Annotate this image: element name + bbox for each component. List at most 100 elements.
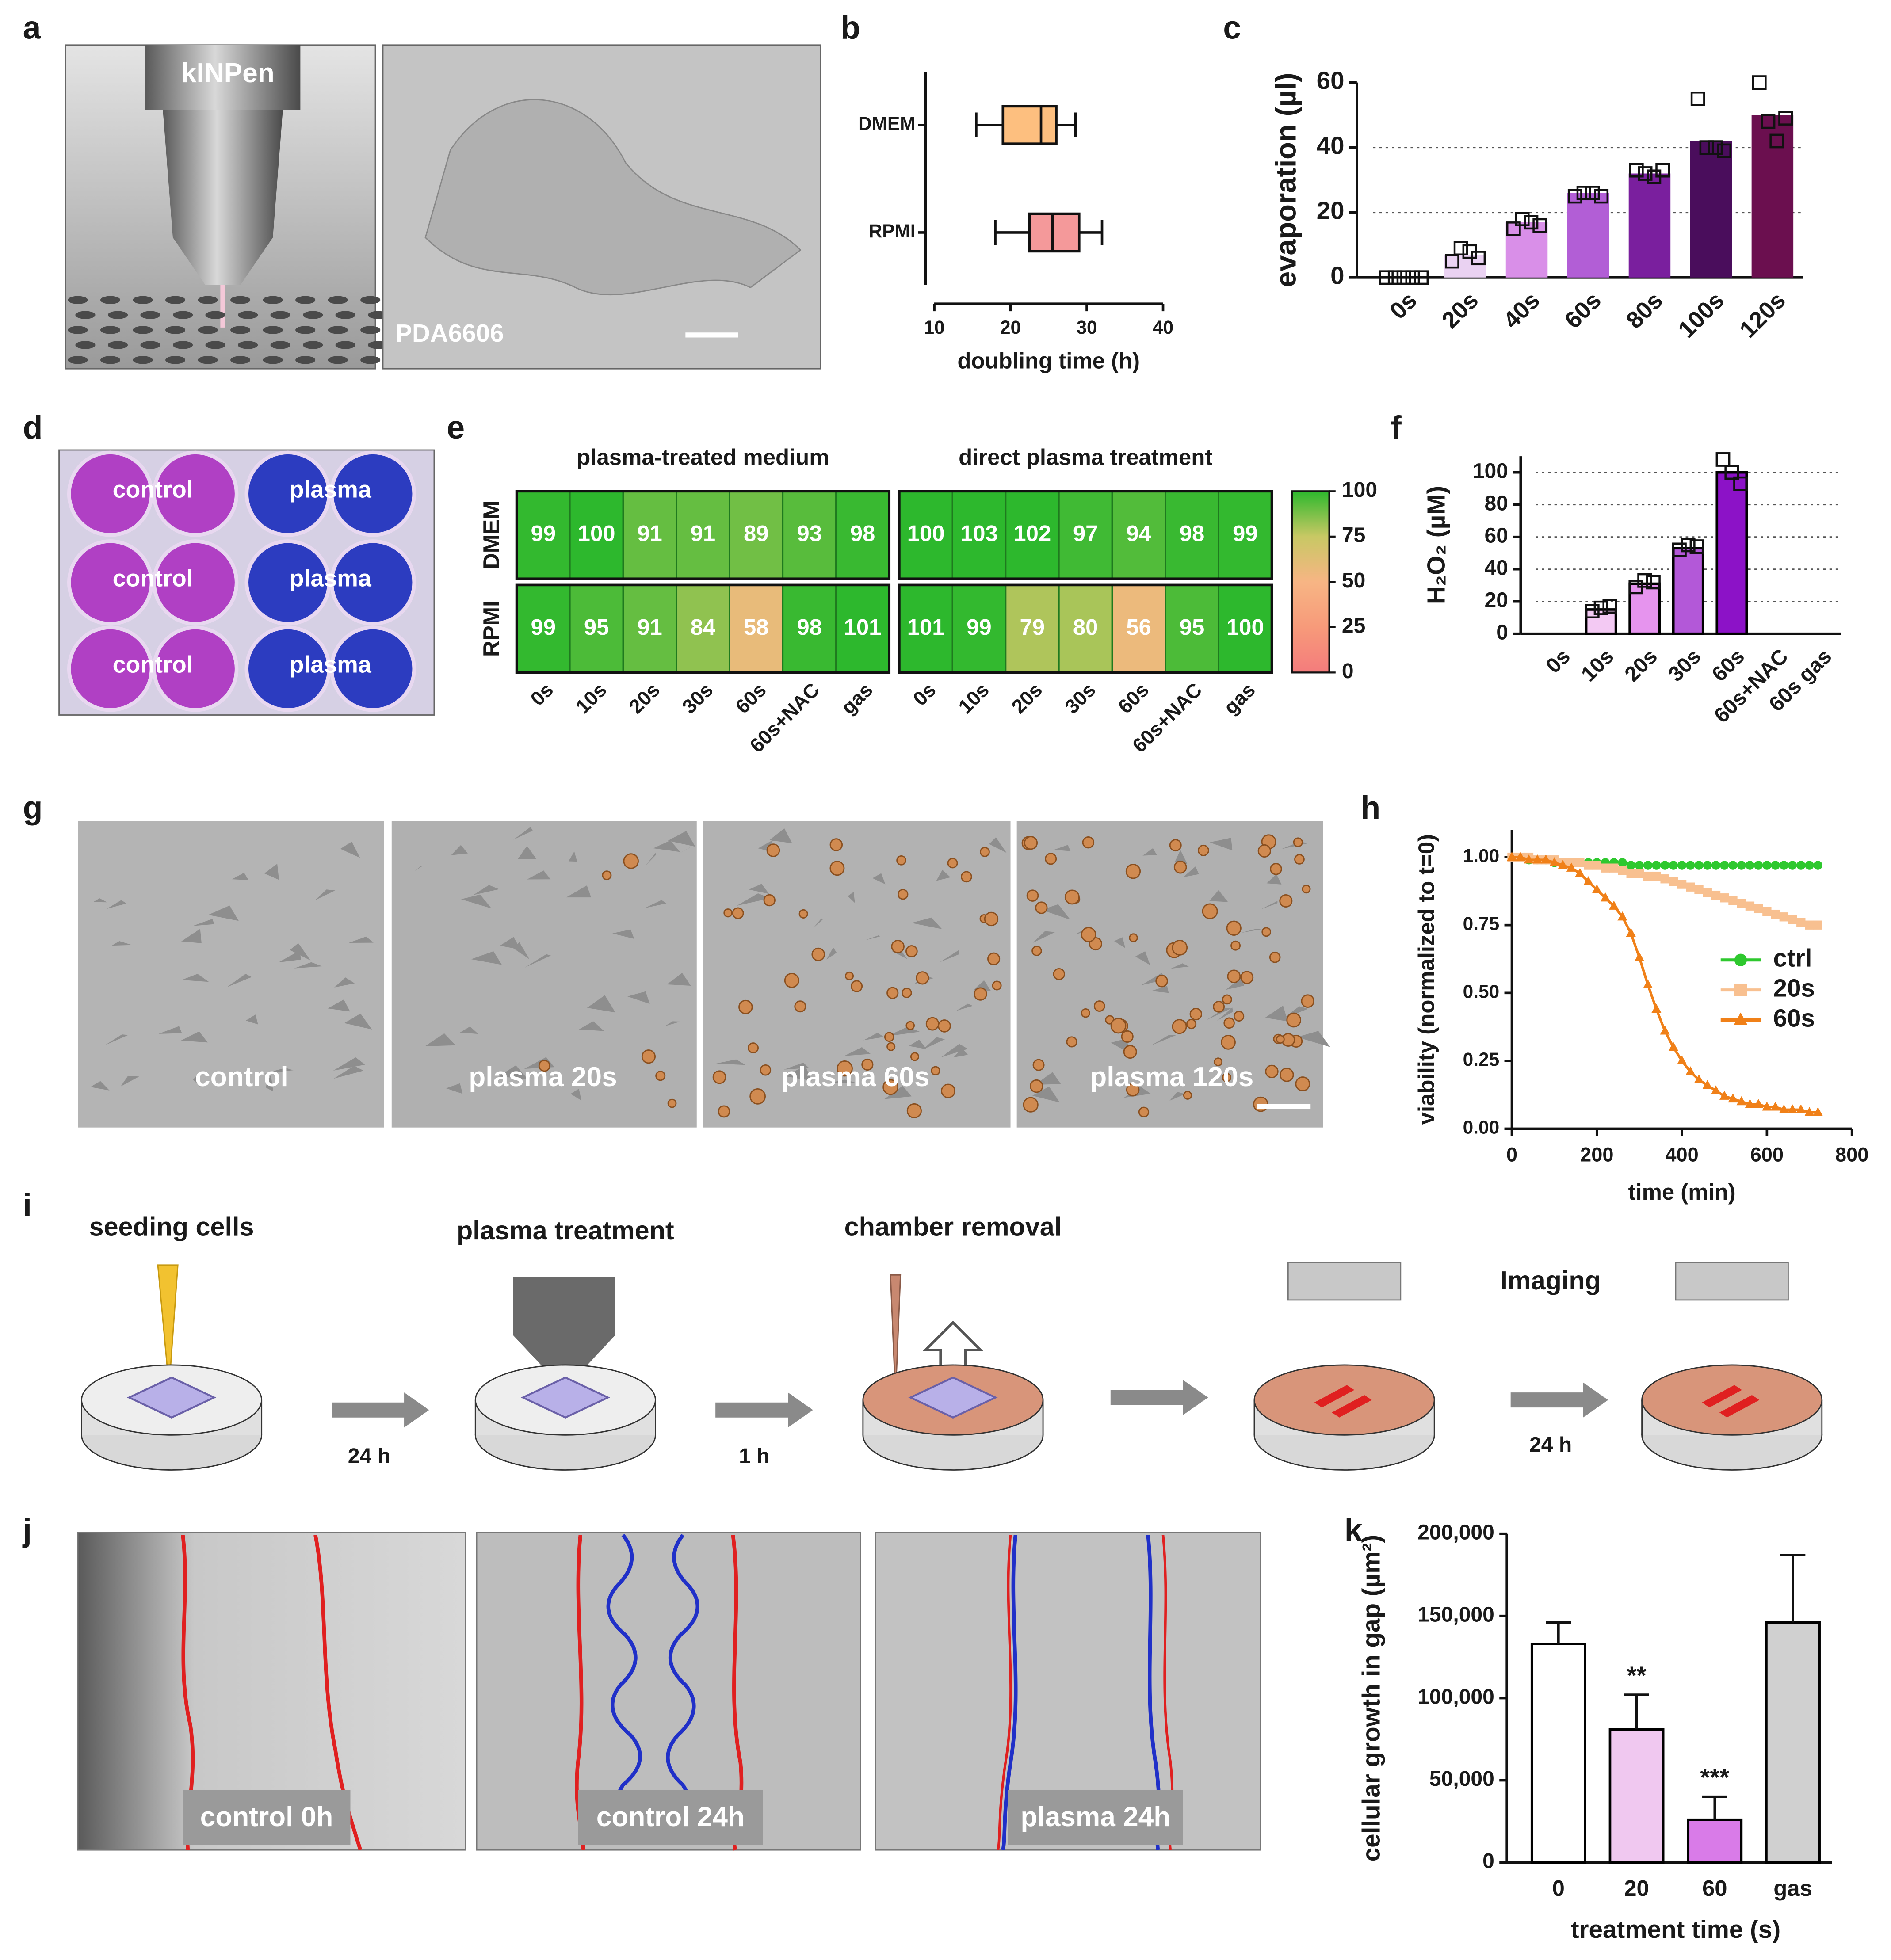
cell: [264, 863, 279, 880]
marker: [1669, 861, 1678, 870]
legend-label: 20s: [1773, 974, 1815, 1002]
marker: [1720, 893, 1729, 903]
cell: [344, 1013, 372, 1030]
cell-value: 58: [744, 614, 769, 640]
marker: [1788, 915, 1797, 924]
dead-cell: [1257, 844, 1271, 858]
y-tick-label: 60: [1317, 67, 1345, 95]
x-tick-label: 600: [1750, 1144, 1784, 1166]
data-point: [1414, 270, 1429, 285]
cell: [1165, 490, 1219, 580]
arrow: [715, 1392, 813, 1428]
cell-value: 99: [1233, 521, 1258, 546]
dead-cell: [829, 838, 843, 851]
marker: [1762, 861, 1772, 870]
x-tick-label: 0: [1506, 1144, 1517, 1166]
cell: [737, 893, 770, 906]
well-label: control: [113, 651, 193, 678]
data-point: [1387, 270, 1402, 285]
marker: [1677, 1055, 1687, 1065]
dead-cell: [910, 1052, 919, 1061]
step-label: seeding cells: [89, 1212, 254, 1241]
marker: [1668, 1041, 1679, 1051]
category-label: DMEM: [858, 113, 916, 134]
dead-cell: [1293, 837, 1303, 847]
cell: [1206, 1008, 1232, 1021]
dead-cell: [1294, 854, 1305, 865]
panel-label: g: [23, 789, 43, 826]
data-point: [1717, 143, 1732, 158]
cell-value: 101: [844, 614, 882, 640]
cell: [1032, 1086, 1060, 1103]
cell: [460, 1026, 478, 1034]
marker: [1728, 1093, 1738, 1103]
data-point: [1396, 270, 1411, 285]
cell: [667, 972, 691, 986]
cell: [328, 999, 350, 1012]
marker: [1575, 858, 1585, 867]
well: [133, 296, 153, 304]
dead-cell: [1286, 1012, 1302, 1028]
dead-cell: [1279, 894, 1293, 908]
cell: [424, 1033, 456, 1046]
x-tick-label: 0: [1552, 1876, 1565, 1901]
well: [100, 296, 121, 304]
y-tick-label: 0.00: [1463, 1117, 1500, 1138]
dish-top: [1641, 1364, 1823, 1436]
cell: [1217, 1007, 1233, 1021]
dead-cell: [1189, 1007, 1202, 1021]
dead-cell: [1265, 1064, 1279, 1079]
caption: control: [195, 1062, 288, 1092]
marker: [1635, 861, 1644, 870]
group-border: [898, 583, 1273, 674]
marker: [1601, 863, 1610, 873]
well: [152, 539, 239, 626]
cell-value: 102: [1013, 521, 1051, 546]
well: [303, 341, 323, 349]
y-tick-label: 150,000: [1417, 1602, 1494, 1626]
y-tick-label: 1.00: [1463, 845, 1500, 866]
marker: [1566, 858, 1576, 867]
cell-value: 91: [637, 614, 662, 640]
marker: [1720, 861, 1729, 870]
data-point: [1506, 221, 1521, 236]
y-axis-label: evaporation (µl): [1269, 73, 1302, 287]
dead-cell: [1270, 863, 1282, 875]
cell: [111, 941, 132, 946]
cell: [884, 1086, 912, 1099]
y-tick-label: 60: [1485, 523, 1508, 547]
marker: [1804, 1107, 1815, 1116]
marker: [1779, 861, 1789, 870]
marker: [1753, 904, 1763, 914]
cell: [813, 918, 823, 929]
box: [1001, 105, 1058, 145]
dead-cell: [1138, 1106, 1150, 1117]
panel-d: [58, 449, 435, 716]
well: [107, 341, 128, 349]
cell: [120, 1075, 139, 1087]
data-point: [1405, 270, 1420, 285]
well: [75, 311, 96, 319]
cell: [182, 974, 209, 982]
bar: [1628, 173, 1671, 278]
dead-cell: [1183, 1091, 1192, 1100]
cell: [461, 894, 492, 909]
dead-cell: [1261, 927, 1272, 937]
marker: [1787, 1104, 1798, 1113]
marker: [1734, 953, 1747, 966]
dead-cell: [1172, 1019, 1187, 1034]
colorbar-tick-label: 100: [1342, 478, 1377, 502]
well: [295, 296, 316, 304]
dead-cell: [784, 972, 799, 988]
dead-cell: [1110, 1018, 1127, 1034]
marker: [1813, 1107, 1823, 1116]
y-axis-label: H₂O₂ (µM): [1422, 486, 1450, 604]
dead-cell: [1126, 1083, 1140, 1097]
marker: [1745, 1098, 1755, 1108]
x-tick-label: 800: [1835, 1144, 1868, 1166]
cell: [264, 1068, 294, 1074]
cell: [1054, 845, 1071, 851]
marker: [1711, 890, 1721, 900]
data-point: [1515, 212, 1530, 226]
well: [67, 539, 154, 626]
